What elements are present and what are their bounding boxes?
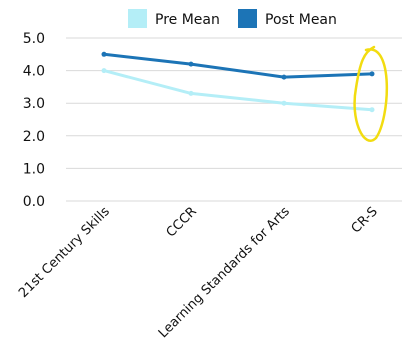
data-point <box>101 68 107 74</box>
data-point <box>281 100 287 106</box>
legend-swatch-pre-mean <box>128 9 147 28</box>
legend-label-post-mean: Post Mean <box>265 12 337 28</box>
legend-label-pre-mean: Pre Mean <box>155 12 220 28</box>
y-tick-label: 5.0 <box>23 31 45 47</box>
y-tick-label: 1.0 <box>23 161 45 177</box>
data-point <box>281 74 287 80</box>
x-category-label: CR-S <box>349 204 381 236</box>
y-tick-label: 3.0 <box>23 96 45 112</box>
data-point <box>101 51 107 57</box>
yellow-circle-annotation <box>353 45 388 142</box>
x-category-label: CCCR <box>164 204 200 240</box>
highlight-annotation <box>353 45 388 142</box>
series-line-post-mean <box>102 52 374 79</box>
y-tick-label: 4.0 <box>23 64 45 80</box>
y-tick-label: 2.0 <box>23 129 45 145</box>
gridlines <box>66 37 402 202</box>
y-axis-ticks: 0.0 1.0 2.0 3.0 4.0 5.0 <box>23 31 45 210</box>
legend-swatch-post-mean <box>238 9 257 28</box>
series-lines <box>101 51 375 113</box>
legend: Pre Mean Post Mean <box>128 9 337 28</box>
data-point <box>369 107 375 113</box>
data-point <box>188 61 194 67</box>
data-point <box>369 71 375 77</box>
x-category-label: 21st Century Skills <box>16 204 113 301</box>
y-tick-label: 0.0 <box>23 194 45 210</box>
data-point <box>188 90 194 96</box>
series-line-pre-mean <box>102 69 374 112</box>
